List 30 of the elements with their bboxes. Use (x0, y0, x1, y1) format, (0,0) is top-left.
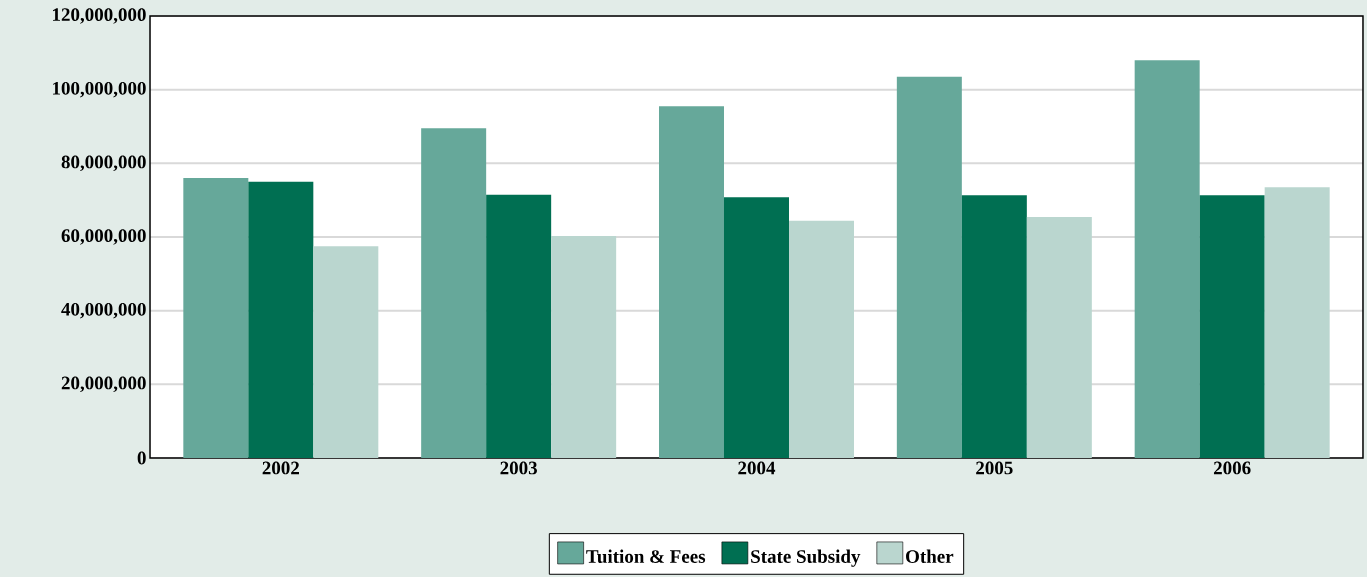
bar (1026, 217, 1092, 458)
y-tick-label: 100,000,000 (53, 81, 146, 98)
bar (551, 235, 617, 458)
bar (1264, 187, 1330, 458)
y-tick-label: 20,000,000 (61, 376, 146, 393)
bar (724, 197, 789, 458)
x-tick-label: 2005 (976, 461, 1013, 475)
bar (1134, 60, 1200, 458)
bar (486, 194, 552, 458)
bar (789, 220, 854, 458)
bar (421, 128, 487, 458)
bar (248, 181, 314, 458)
bar (961, 195, 1027, 458)
y-tick-label: 80,000,000 (61, 155, 146, 172)
legend-label: State Subsidy (751, 549, 861, 567)
legend-label: Tuition & Fees (586, 549, 706, 563)
bar (659, 106, 724, 458)
legend-label: Other (906, 549, 954, 563)
bar (1199, 195, 1265, 458)
bar (183, 178, 249, 458)
y-tick-label: 120,000,000 (53, 8, 146, 24)
y-tick-label: 0 (137, 451, 146, 465)
x-tick-label: 2002 (262, 461, 299, 475)
bar (313, 246, 379, 458)
x-tick-label: 2006 (1213, 461, 1251, 475)
x-tick-label: 2004 (738, 461, 776, 475)
y-tick-label: 60,000,000 (61, 229, 146, 245)
bar (896, 76, 962, 458)
x-tick-label: 2003 (500, 461, 537, 475)
y-tick-label: 40,000,000 (61, 302, 146, 319)
